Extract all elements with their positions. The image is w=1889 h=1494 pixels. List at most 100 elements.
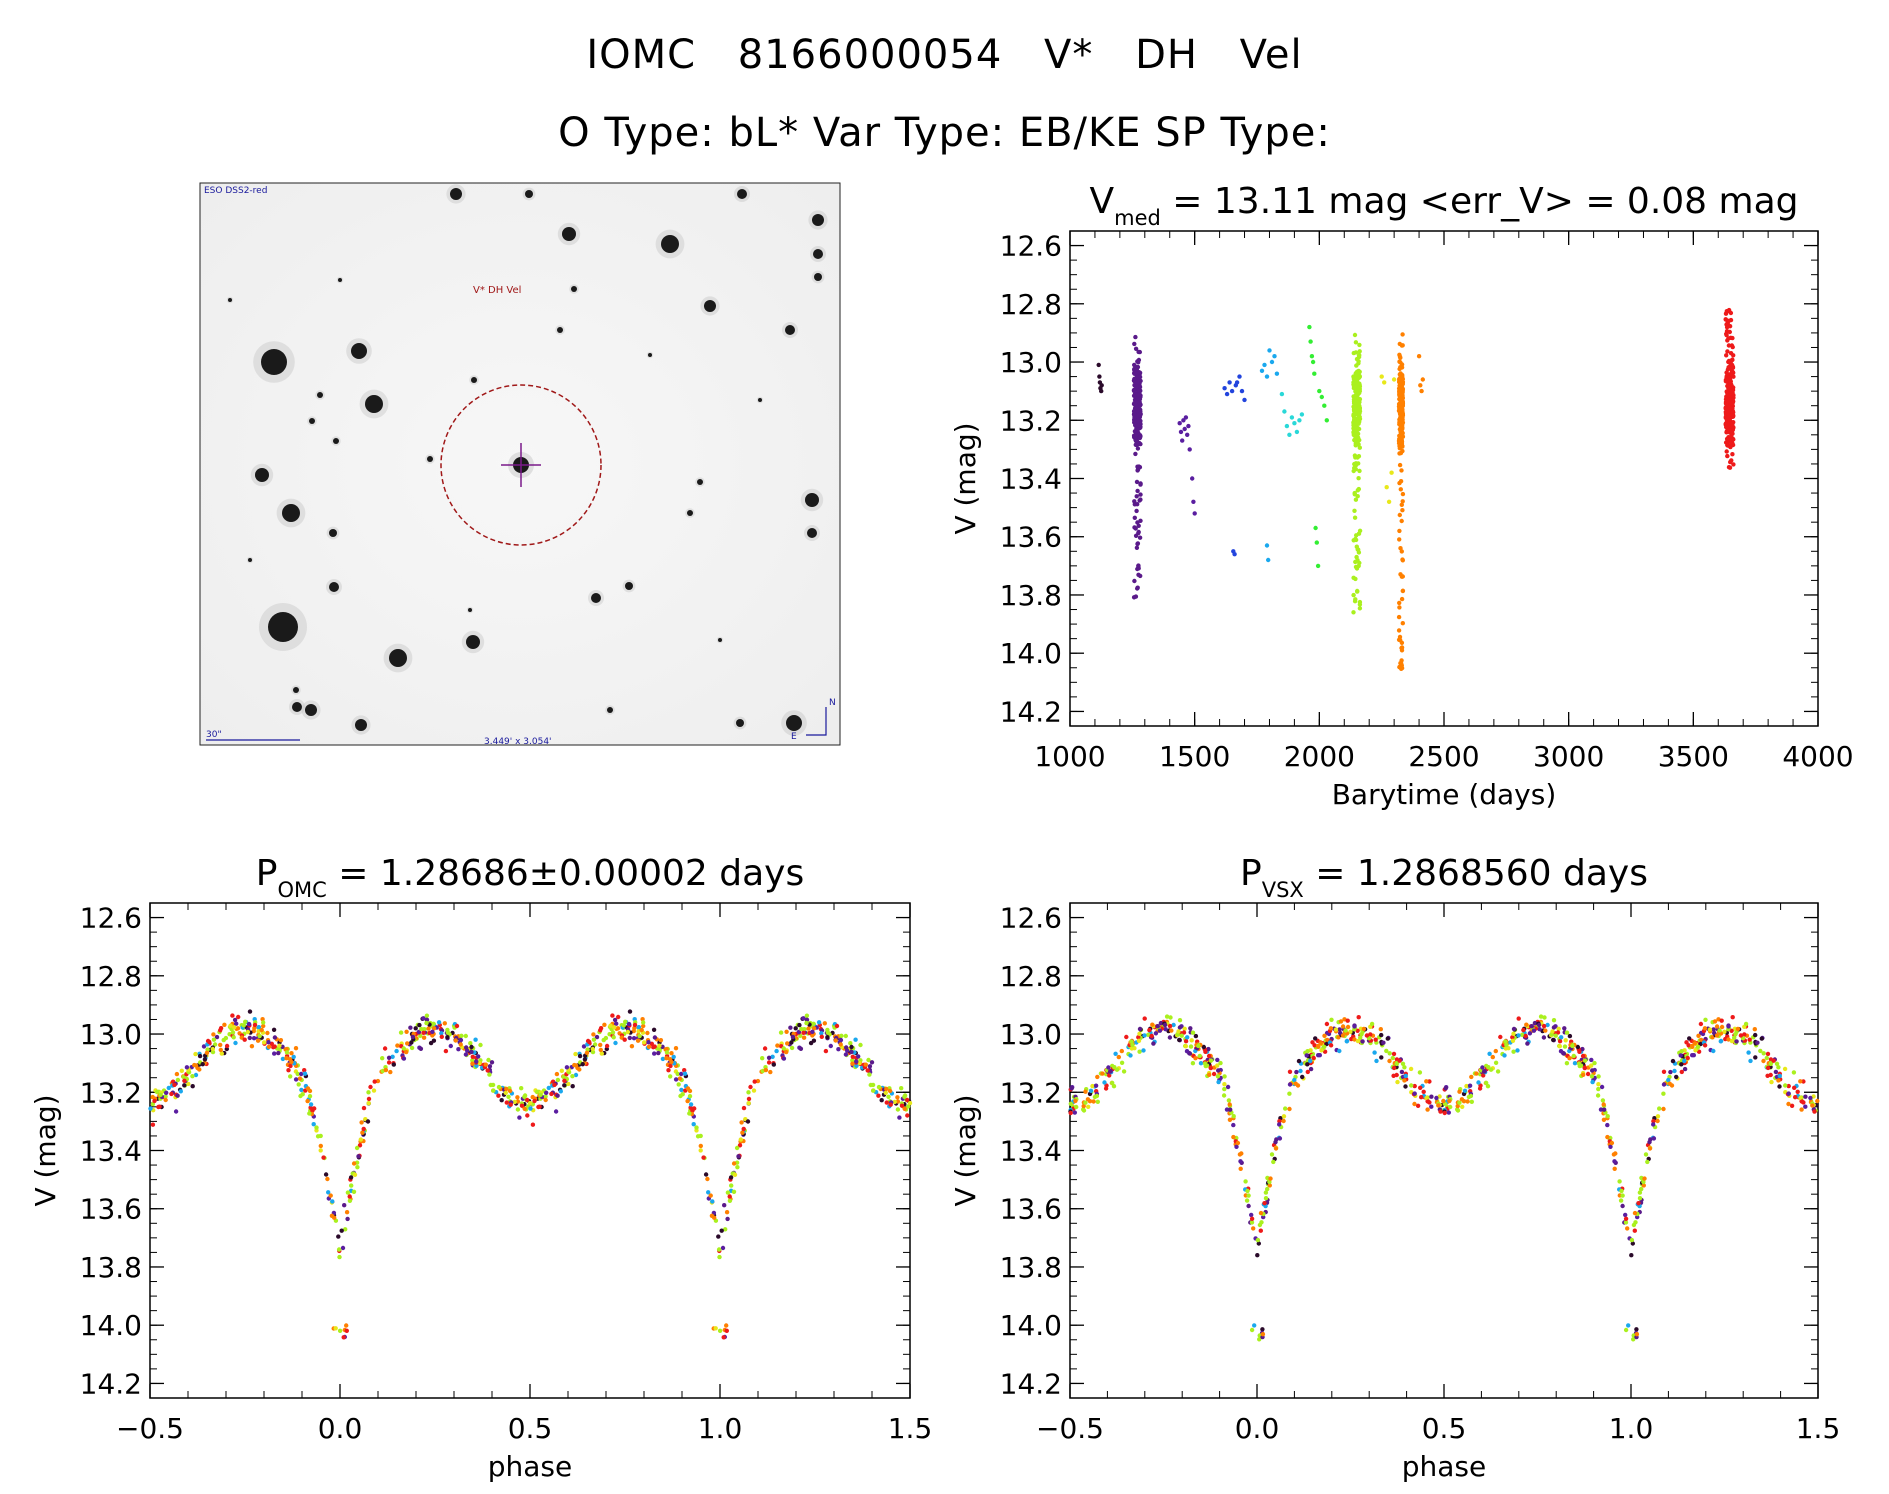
data-point xyxy=(763,1067,769,1073)
data-point xyxy=(284,1050,290,1055)
data-point xyxy=(1135,586,1140,591)
data-point xyxy=(1503,1039,1508,1044)
data-point xyxy=(197,1067,202,1072)
star xyxy=(389,649,407,667)
data-point xyxy=(1349,1036,1354,1042)
data-point xyxy=(1402,1078,1407,1083)
data-point xyxy=(1300,1074,1305,1080)
data-point xyxy=(1765,1065,1771,1071)
data-point xyxy=(1314,540,1320,545)
data-point xyxy=(668,1063,673,1069)
data-point xyxy=(1623,1327,1629,1333)
data-point xyxy=(1167,1023,1173,1029)
data-point xyxy=(552,1082,557,1088)
data-point xyxy=(1282,409,1287,414)
data-point xyxy=(1129,1039,1134,1044)
data-point xyxy=(241,1023,246,1028)
y-tick-label: 13.4 xyxy=(1000,463,1062,496)
data-point xyxy=(1748,1058,1753,1064)
data-point xyxy=(1262,362,1267,368)
data-point xyxy=(1135,396,1141,401)
data-point xyxy=(797,1022,802,1028)
phase-plot-vsx: 12.6 12.8 13.0 13.2 13.4 13.6 13.8 14.0 14.2 −0.5… xyxy=(949,853,1840,1483)
data-point xyxy=(1132,414,1137,420)
data-point xyxy=(532,1098,537,1104)
data-point xyxy=(1400,443,1405,449)
data-point xyxy=(688,1105,693,1110)
data-point xyxy=(463,1052,469,1057)
data-point xyxy=(522,1106,527,1112)
data-point xyxy=(801,1035,807,1040)
figure-subtitle: O Type: bL* Var Type: EB/KE SP Type: xyxy=(558,110,1331,156)
data-point xyxy=(1707,1027,1713,1032)
data-point xyxy=(1400,398,1405,403)
data-point xyxy=(1457,1100,1462,1105)
data-point xyxy=(1074,1104,1079,1110)
data-point xyxy=(192,1062,197,1068)
data-point xyxy=(1400,409,1405,415)
data-point xyxy=(1287,1082,1293,1087)
data-point xyxy=(899,1103,905,1108)
data-point xyxy=(745,1119,751,1124)
data-point xyxy=(1399,648,1405,653)
data-point xyxy=(1188,1026,1193,1031)
data-point xyxy=(1386,499,1392,504)
data-point xyxy=(454,1023,460,1029)
data-point xyxy=(716,1234,721,1239)
data-point xyxy=(1727,329,1733,335)
data-point xyxy=(1418,1085,1423,1091)
data-point xyxy=(1111,1084,1117,1089)
data-point xyxy=(680,1092,685,1097)
data-point xyxy=(1726,409,1731,414)
star xyxy=(591,593,601,603)
data-point xyxy=(1356,476,1361,481)
data-point xyxy=(1390,1055,1396,1061)
data-point xyxy=(876,1093,881,1098)
data-point xyxy=(778,1030,784,1035)
data-point xyxy=(1263,1190,1269,1195)
data-point xyxy=(1351,610,1356,615)
data-point xyxy=(428,1040,434,1046)
data-point xyxy=(1812,1109,1817,1114)
data-point xyxy=(669,1051,674,1056)
data-point xyxy=(1201,1044,1207,1050)
data-point xyxy=(1354,533,1359,538)
data-point xyxy=(1150,1022,1155,1027)
data-point xyxy=(158,1092,163,1098)
data-point xyxy=(1397,512,1403,518)
data-point xyxy=(1351,425,1357,430)
data-point xyxy=(1712,1019,1718,1024)
data-point xyxy=(1555,1030,1561,1035)
data-point xyxy=(318,1148,323,1153)
data-point xyxy=(1345,1018,1350,1023)
data-point xyxy=(899,1086,904,1091)
data-point xyxy=(1434,1095,1439,1101)
data-point xyxy=(1356,1015,1361,1020)
data-point xyxy=(1398,479,1404,484)
data-point xyxy=(1353,350,1359,355)
data-point xyxy=(562,1078,567,1084)
data-point xyxy=(395,1043,400,1048)
data-point xyxy=(1182,426,1187,432)
data-point xyxy=(1360,1039,1365,1044)
plot-title-subscript: med xyxy=(1114,206,1161,230)
data-point xyxy=(284,1046,289,1052)
data-point xyxy=(1134,384,1139,389)
data-point xyxy=(895,1099,901,1104)
data-point xyxy=(833,1038,838,1043)
y-tick-label: 13.0 xyxy=(1000,346,1062,379)
data-point xyxy=(664,1050,670,1055)
data-point xyxy=(1308,1058,1313,1064)
data-point xyxy=(470,1058,475,1063)
data-point xyxy=(1344,1038,1350,1044)
data-point xyxy=(1468,1093,1474,1099)
data-point xyxy=(1690,1053,1695,1058)
star xyxy=(365,395,383,413)
data-point xyxy=(1239,388,1245,394)
data-point xyxy=(1808,1095,1813,1101)
data-point xyxy=(1355,588,1360,594)
x-tick-label: 4000 xyxy=(1782,740,1853,773)
x-tick-label: 1500 xyxy=(1159,740,1230,773)
data-point xyxy=(1137,392,1142,397)
data-point xyxy=(1134,405,1139,410)
